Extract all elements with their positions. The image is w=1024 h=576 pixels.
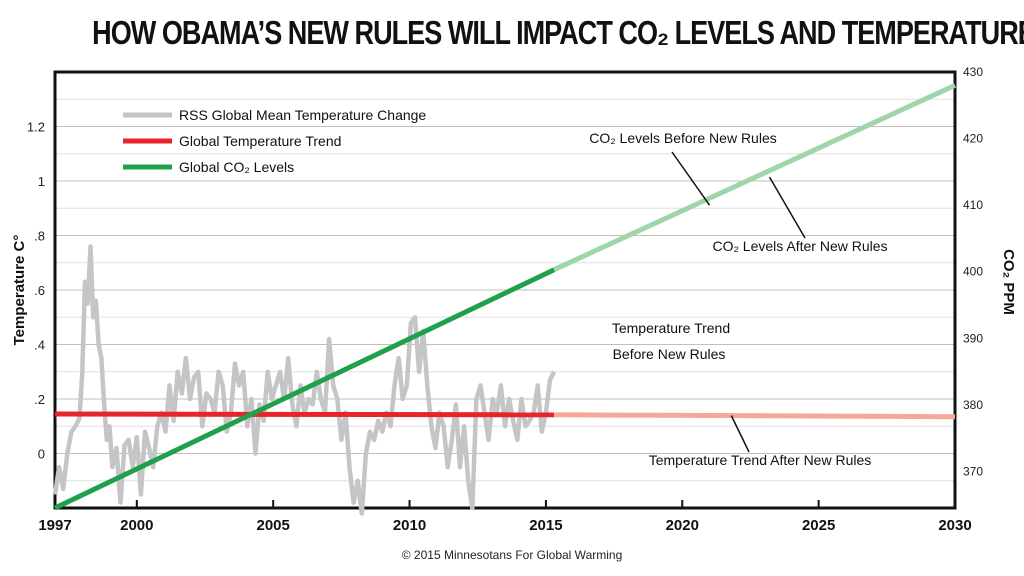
y-axis-left-label: Temperature C° (11, 235, 28, 346)
y-tick-right: 400 (963, 265, 983, 279)
x-tick: 2000 (120, 517, 153, 534)
x-tick: 2015 (529, 517, 562, 534)
y-tick-left: 0 (38, 447, 45, 462)
legend: RSS Global Mean Temperature Change Global… (123, 107, 426, 175)
series-lines (52, 83, 957, 516)
annotation-label: Temperature Trend (612, 320, 730, 336)
x-axis-ticks: 1997 2000 2005 2010 2015 2020 2025 2030 (38, 500, 972, 534)
annotation-label: Temperature Trend After New Rules (649, 452, 872, 468)
x-tick: 2005 (256, 517, 289, 534)
copyright-credit: © 2015 Minnesotans For Global Warming (401, 548, 623, 562)
y-tick-right: 430 (963, 65, 983, 79)
annotation-arrow (671, 151, 711, 206)
y-tick-right: 410 (963, 198, 983, 212)
y-tick-left: 1.2 (27, 120, 45, 135)
y-axis-left-ticks: 0 .2 .4 .6 .8 1 1.2 (27, 120, 45, 462)
annotation-arrow (730, 415, 750, 453)
y-tick-right: 380 (963, 398, 983, 412)
annotation-label: Before New Rules (613, 346, 726, 362)
y-tick-left: .4 (34, 338, 45, 353)
grid-lines (55, 98, 955, 482)
y-tick-left: .6 (34, 283, 45, 298)
plot-frame (53, 70, 957, 510)
series-line (553, 83, 957, 272)
x-tick: 2020 (666, 517, 699, 534)
legend-label: Global CO₂ Levels (179, 159, 294, 175)
x-tick: 1997 (38, 517, 71, 534)
series-line (53, 267, 556, 511)
annotation-label: CO₂ Levels Before New Rules (589, 130, 777, 146)
y-tick-left: .2 (34, 392, 45, 407)
x-tick: 2010 (393, 517, 426, 534)
y-tick-right: 390 (963, 331, 983, 345)
x-tick: 2025 (802, 517, 835, 534)
y-axis-right-ticks: 370 380 390 400 410 420 430 (963, 65, 983, 478)
legend-label: Global Temperature Trend (179, 133, 341, 149)
series-line (554, 412, 956, 420)
page-title: HOW OBAMA’S NEW RULES WILL IMPACT CO₂ LE… (92, 14, 1024, 51)
annotation-arrow (768, 176, 806, 239)
y-tick-right: 370 (963, 464, 983, 478)
annotations: CO₂ Levels Before New Rules CO₂ Levels Af… (589, 130, 887, 468)
x-tick: 2030 (938, 517, 971, 534)
y-axis-right-label: CO₂ PPM (1000, 249, 1017, 315)
series-line (52, 244, 557, 516)
legend-label: RSS Global Mean Temperature Change (179, 107, 426, 123)
y-tick-left: .8 (34, 229, 45, 244)
y-tick-left: 1 (38, 174, 45, 189)
y-tick-right: 420 (963, 132, 983, 146)
series-line (54, 411, 555, 418)
annotation-label: CO₂ Levels After New Rules (712, 238, 887, 254)
